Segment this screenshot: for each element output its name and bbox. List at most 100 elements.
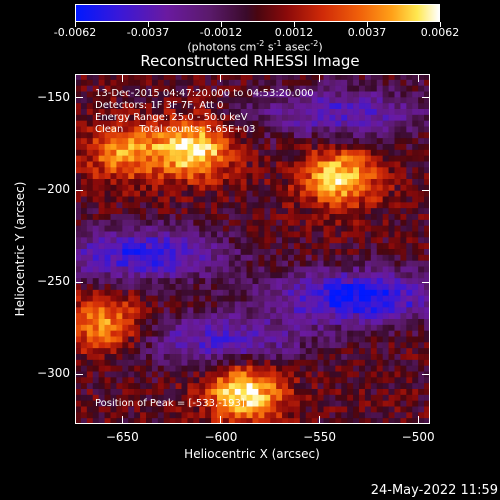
heatmap-cell xyxy=(305,243,312,250)
heatmap-cell xyxy=(329,266,336,273)
heatmap-cell xyxy=(364,132,372,139)
heatmap-cell xyxy=(282,184,289,191)
heatmap-cell xyxy=(146,295,153,302)
heatmap-cell xyxy=(86,359,94,366)
heatmap-cell xyxy=(146,225,153,232)
heatmap-cell xyxy=(282,260,289,267)
heatmap-cell xyxy=(187,278,194,285)
heatmap-cell xyxy=(116,126,123,133)
heatmap-cell xyxy=(151,173,159,180)
heatmap-cell xyxy=(98,173,105,180)
heatmap-cell xyxy=(110,313,117,320)
heatmap-cell xyxy=(157,225,165,232)
heatmap-cell xyxy=(276,284,283,291)
heatmap-cell xyxy=(305,289,312,296)
heatmap-cell xyxy=(128,342,135,349)
heatmap-cell xyxy=(181,149,188,156)
heatmap-cell xyxy=(335,155,342,162)
heatmap-cell xyxy=(146,138,153,145)
heatmap-cell xyxy=(276,260,283,267)
heatmap-cell xyxy=(335,389,342,396)
heatmap-cell xyxy=(175,114,182,121)
heatmap-cell xyxy=(234,336,241,343)
heatmap-cell xyxy=(276,359,283,366)
heatmap-cell xyxy=(110,348,117,355)
heatmap-cell xyxy=(80,412,88,419)
heatmap-cell xyxy=(424,161,430,168)
heatmap-cell xyxy=(181,301,188,308)
heatmap-cell xyxy=(424,284,430,291)
heatmap-cell xyxy=(388,219,395,226)
heatmap-cell xyxy=(175,109,182,116)
heatmap-cell xyxy=(418,132,425,139)
heatmap-cell xyxy=(246,138,253,145)
heatmap-cell xyxy=(122,120,129,127)
heatmap-cell xyxy=(75,295,82,302)
heatmap-cell xyxy=(151,313,159,320)
heatmap-cell xyxy=(394,324,401,331)
heatmap-cell xyxy=(246,383,253,390)
heatmap-cell xyxy=(400,266,407,273)
heatmap-cell xyxy=(199,365,206,372)
heatmap-cell xyxy=(217,284,224,291)
heatmap-cell xyxy=(282,289,289,296)
heatmap-cell xyxy=(151,138,159,145)
colorbar-tick-label: 0.0012 xyxy=(274,26,314,39)
heatmap-cell xyxy=(110,418,117,424)
heatmap-cell xyxy=(134,371,141,378)
heatmap-cell xyxy=(75,289,82,296)
heatmap-cell xyxy=(134,208,141,215)
heatmap-cell xyxy=(370,196,378,203)
heatmap-cell xyxy=(193,219,200,226)
heatmap-cell xyxy=(329,389,336,396)
heatmap-cell xyxy=(400,184,407,191)
heatmap-cell xyxy=(234,359,241,366)
heatmap-cell xyxy=(376,237,383,244)
heatmap-cell xyxy=(169,167,176,174)
heatmap-cell xyxy=(116,196,123,203)
heatmap-cell xyxy=(134,278,141,285)
heatmap-cell xyxy=(288,202,295,209)
heatmap-cell xyxy=(217,120,224,127)
heatmap-cell xyxy=(364,284,372,291)
heatmap-cell xyxy=(270,301,277,308)
heatmap-cell xyxy=(193,97,200,104)
heatmap-cell xyxy=(323,295,330,302)
heatmap-cell xyxy=(222,132,230,139)
heatmap-cell xyxy=(140,97,147,104)
heatmap-cell xyxy=(329,359,336,366)
heatmap-cell xyxy=(364,126,372,133)
heatmap-cell xyxy=(382,365,389,372)
heatmap-cell xyxy=(418,196,425,203)
heatmap-cell xyxy=(75,249,82,256)
heatmap-cell xyxy=(270,354,277,361)
heatmap-cell xyxy=(305,371,312,378)
heatmap-cell xyxy=(293,348,301,355)
heatmap-cell xyxy=(169,284,176,291)
heatmap-cell xyxy=(157,278,165,285)
heatmap-cell xyxy=(288,132,295,139)
heatmap-cell xyxy=(240,289,247,296)
heatmap-cell xyxy=(163,412,170,419)
heatmap-cell xyxy=(163,400,170,407)
heatmap-cell xyxy=(252,266,259,273)
heatmap-cell xyxy=(92,114,99,121)
heatmap-cell xyxy=(264,301,271,308)
heatmap-cell xyxy=(341,266,348,273)
heatmap-cell xyxy=(92,394,99,401)
heatmap-cell xyxy=(104,348,111,355)
heatmap-cell xyxy=(75,400,82,407)
heatmap-cell xyxy=(217,144,224,151)
heatmap-cell xyxy=(211,208,218,215)
heatmap-cell xyxy=(228,342,236,349)
heatmap-cell xyxy=(264,231,271,238)
heatmap-cell xyxy=(323,109,330,116)
heatmap-cell xyxy=(175,289,182,296)
heatmap-cell xyxy=(92,74,99,81)
heatmap-cell xyxy=(305,394,312,401)
heatmap-cell xyxy=(406,91,413,98)
heatmap-cell xyxy=(288,97,295,104)
heatmap-cell xyxy=(323,202,330,209)
heatmap-cell xyxy=(217,301,224,308)
heatmap-cell xyxy=(341,371,348,378)
